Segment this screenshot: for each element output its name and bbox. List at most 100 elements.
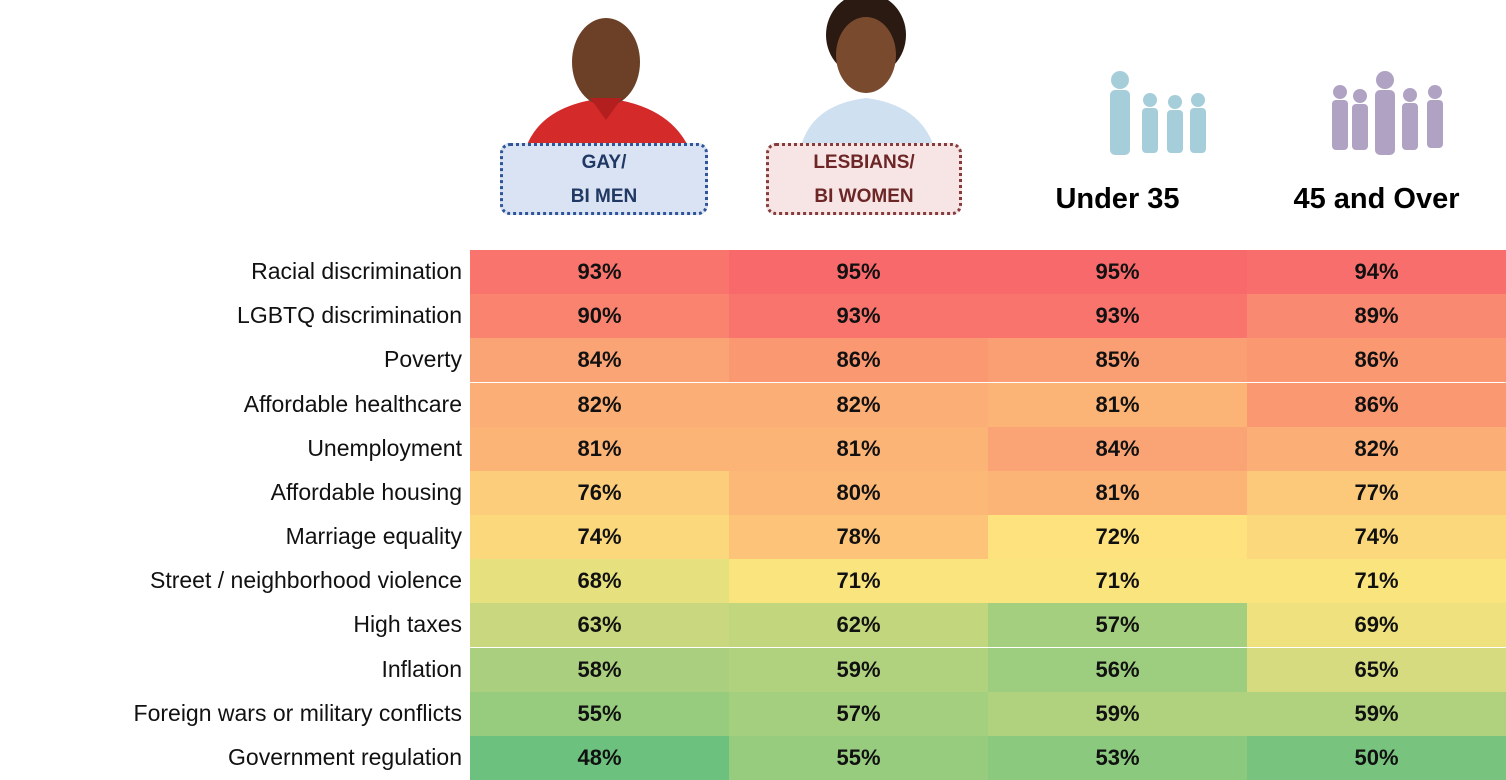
cell-label: 90% xyxy=(577,303,622,329)
cell-label: 86% xyxy=(836,347,881,373)
cell-label: 89% xyxy=(1354,303,1399,329)
cell-label: 71% xyxy=(1354,568,1399,594)
cell-label: 95% xyxy=(836,259,881,285)
row-label: LGBTQ discrimination xyxy=(237,302,462,329)
heat-cell: 81% xyxy=(988,382,1247,427)
column-header: Under 35 xyxy=(1055,183,1180,215)
heat-cell: 81% xyxy=(729,426,988,471)
photo-man xyxy=(525,18,690,150)
heat-cell: 57% xyxy=(988,603,1247,648)
heat-cell: 71% xyxy=(1247,559,1506,604)
cell-label: 86% xyxy=(1354,391,1399,417)
heat-cell: 76% xyxy=(470,470,729,515)
cell-label: 94% xyxy=(1354,259,1399,285)
heat-cell: 95% xyxy=(988,250,1247,295)
row-label: Affordable housing xyxy=(270,478,462,505)
heat-cell: 65% xyxy=(1247,647,1506,692)
heat-cell: 93% xyxy=(470,250,729,295)
column-header: GAY/ BI MEN xyxy=(500,143,708,215)
heat-cell: 71% xyxy=(988,559,1247,604)
cell-label: 78% xyxy=(836,524,881,550)
cell-label: 84% xyxy=(1095,435,1140,461)
heat-cell: 62% xyxy=(729,603,988,648)
heat-cell: 85% xyxy=(988,338,1247,383)
heat-cell: 74% xyxy=(470,515,729,560)
heat-cell: 80% xyxy=(729,470,988,515)
silhouettes-older xyxy=(1332,71,1443,155)
cell-label: 80% xyxy=(836,479,881,505)
cell-label: 77% xyxy=(1354,479,1399,505)
silhouettes-young xyxy=(1110,71,1206,155)
cell-label: 81% xyxy=(1095,391,1140,417)
cell-label: 93% xyxy=(577,259,622,285)
cell-label: 55% xyxy=(836,744,881,770)
cell-label: 85% xyxy=(1095,347,1140,373)
heat-cell: 56% xyxy=(988,647,1247,692)
header-art xyxy=(525,0,1443,155)
cell-label: 74% xyxy=(577,524,622,550)
heat-cell: 84% xyxy=(470,338,729,383)
heat-cell: 72% xyxy=(988,515,1247,560)
heat-cell: 74% xyxy=(1247,515,1506,560)
column-header: LESBIANS/ BI WOMEN xyxy=(766,143,962,215)
row-label: Affordable healthcare xyxy=(243,390,462,417)
heat-cell: 71% xyxy=(729,559,988,604)
cell-label: 59% xyxy=(836,656,881,682)
heat-cell: 81% xyxy=(470,426,729,471)
heat-cell: 55% xyxy=(470,691,729,736)
heat-cell: 81% xyxy=(988,470,1247,515)
heat-cell: 68% xyxy=(470,559,729,604)
cell-label: 72% xyxy=(1095,524,1140,550)
column-header: 45 and Over xyxy=(1293,183,1460,215)
cell-label: 76% xyxy=(577,479,622,505)
cell-label: 82% xyxy=(1354,435,1399,461)
heat-cell: 86% xyxy=(1247,338,1506,383)
cell-label: 81% xyxy=(1095,479,1140,505)
cell-label: 57% xyxy=(836,700,881,726)
cell-label: 82% xyxy=(577,391,622,417)
cell-label: 93% xyxy=(1095,303,1140,329)
cell-label: 50% xyxy=(1354,744,1399,770)
cell-label: 68% xyxy=(577,568,622,594)
cell-label: 95% xyxy=(1095,259,1140,285)
heat-cell: 93% xyxy=(729,294,988,339)
heat-cell: 82% xyxy=(1247,426,1506,471)
cell-label: 69% xyxy=(1354,612,1399,638)
cell-label: 55% xyxy=(577,700,622,726)
heat-cell: 50% xyxy=(1247,735,1506,780)
cell-label: 84% xyxy=(577,347,622,373)
heat-cell: 86% xyxy=(729,338,988,383)
heat-cell: 55% xyxy=(729,735,988,780)
photo-woman xyxy=(800,0,935,150)
cell-label: 62% xyxy=(836,612,881,638)
cell-label: 82% xyxy=(836,391,881,417)
cell-label: 59% xyxy=(1354,700,1399,726)
row-label: Marriage equality xyxy=(285,523,462,550)
cell-label: 56% xyxy=(1095,656,1140,682)
heat-cell: 59% xyxy=(988,691,1247,736)
heat-cell: 95% xyxy=(729,250,988,295)
heat-cell: 84% xyxy=(988,426,1247,471)
cell-label: 59% xyxy=(1095,700,1140,726)
heat-cell: 82% xyxy=(729,382,988,427)
heat-cell: 57% xyxy=(729,691,988,736)
cell-label: 71% xyxy=(1095,568,1140,594)
heat-cell: 53% xyxy=(988,735,1247,780)
cell-label: 58% xyxy=(577,656,622,682)
cell-label: 86% xyxy=(1354,347,1399,373)
row-label: Inflation xyxy=(381,655,462,682)
heat-cell: 90% xyxy=(470,294,729,339)
cell-label: 57% xyxy=(1095,612,1140,638)
heat-cell: 86% xyxy=(1247,382,1506,427)
row-label: Unemployment xyxy=(307,434,462,461)
row-label: Racial discrimination xyxy=(251,258,462,285)
heat-cell: 93% xyxy=(988,294,1247,339)
cell-label: 48% xyxy=(577,744,622,770)
heat-cell: 78% xyxy=(729,515,988,560)
heat-cell: 69% xyxy=(1247,603,1506,648)
heat-cell: 58% xyxy=(470,647,729,692)
cell-label: 74% xyxy=(1354,524,1399,550)
row-label: Street / neighborhood violence xyxy=(150,567,462,594)
cell-label: 71% xyxy=(836,568,881,594)
